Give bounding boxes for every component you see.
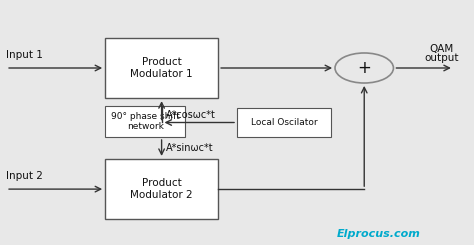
Text: Product
Modulator 1: Product Modulator 1 [130, 57, 193, 79]
Text: Input 2: Input 2 [6, 171, 43, 181]
Text: Product
Modulator 2: Product Modulator 2 [130, 178, 193, 200]
Text: A*sinωc*t: A*sinωc*t [166, 143, 214, 153]
Text: output: output [425, 53, 459, 63]
Text: Elprocus.com: Elprocus.com [337, 229, 420, 239]
FancyBboxPatch shape [105, 38, 218, 98]
Text: Local Oscilator: Local Oscilator [251, 118, 318, 127]
Text: QAM: QAM [430, 44, 454, 54]
FancyBboxPatch shape [105, 159, 218, 219]
Text: Input 1: Input 1 [6, 50, 43, 60]
FancyBboxPatch shape [237, 108, 331, 137]
Text: 90° phase shift
network: 90° phase shift network [111, 111, 180, 131]
FancyBboxPatch shape [105, 106, 185, 137]
Text: +: + [357, 59, 371, 77]
Text: A*cosωc*t: A*cosωc*t [166, 110, 216, 120]
